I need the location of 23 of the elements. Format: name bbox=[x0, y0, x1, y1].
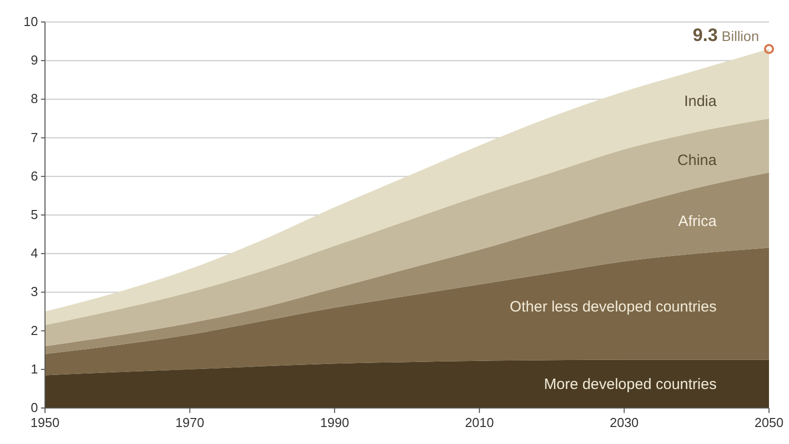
x-tick-label: 1990 bbox=[320, 415, 350, 430]
y-tick-label: 2 bbox=[30, 322, 38, 338]
annotation: 9.3 Billion bbox=[692, 25, 759, 46]
series-label: Africa bbox=[678, 212, 718, 230]
x-tick-label: 2030 bbox=[610, 415, 639, 430]
y-tick-label: 9 bbox=[30, 52, 38, 68]
y-tick-label: 7 bbox=[30, 130, 38, 145]
x-tick-label: 2050 bbox=[754, 415, 784, 430]
x-tick-label: 1950 bbox=[30, 415, 60, 430]
y-tick-label: 8 bbox=[30, 91, 38, 106]
series-label: India bbox=[684, 93, 718, 110]
y-tick-label: 4 bbox=[30, 246, 38, 261]
y-tick-label: 10 bbox=[24, 14, 38, 29]
y-tick-label: 6 bbox=[30, 168, 38, 184]
series-label: Other less developed countries bbox=[510, 298, 717, 316]
x-tick-label: 1970 bbox=[175, 415, 204, 430]
x-tick-label: 2010 bbox=[464, 415, 494, 430]
y-tick-label: 5 bbox=[30, 207, 38, 222]
y-tick-label: 3 bbox=[30, 284, 38, 300]
series-label: More developed countries bbox=[544, 376, 717, 393]
series-label: China bbox=[677, 152, 718, 169]
y-tick-label: 0 bbox=[30, 400, 38, 415]
y-tick-label: 1 bbox=[30, 361, 38, 376]
